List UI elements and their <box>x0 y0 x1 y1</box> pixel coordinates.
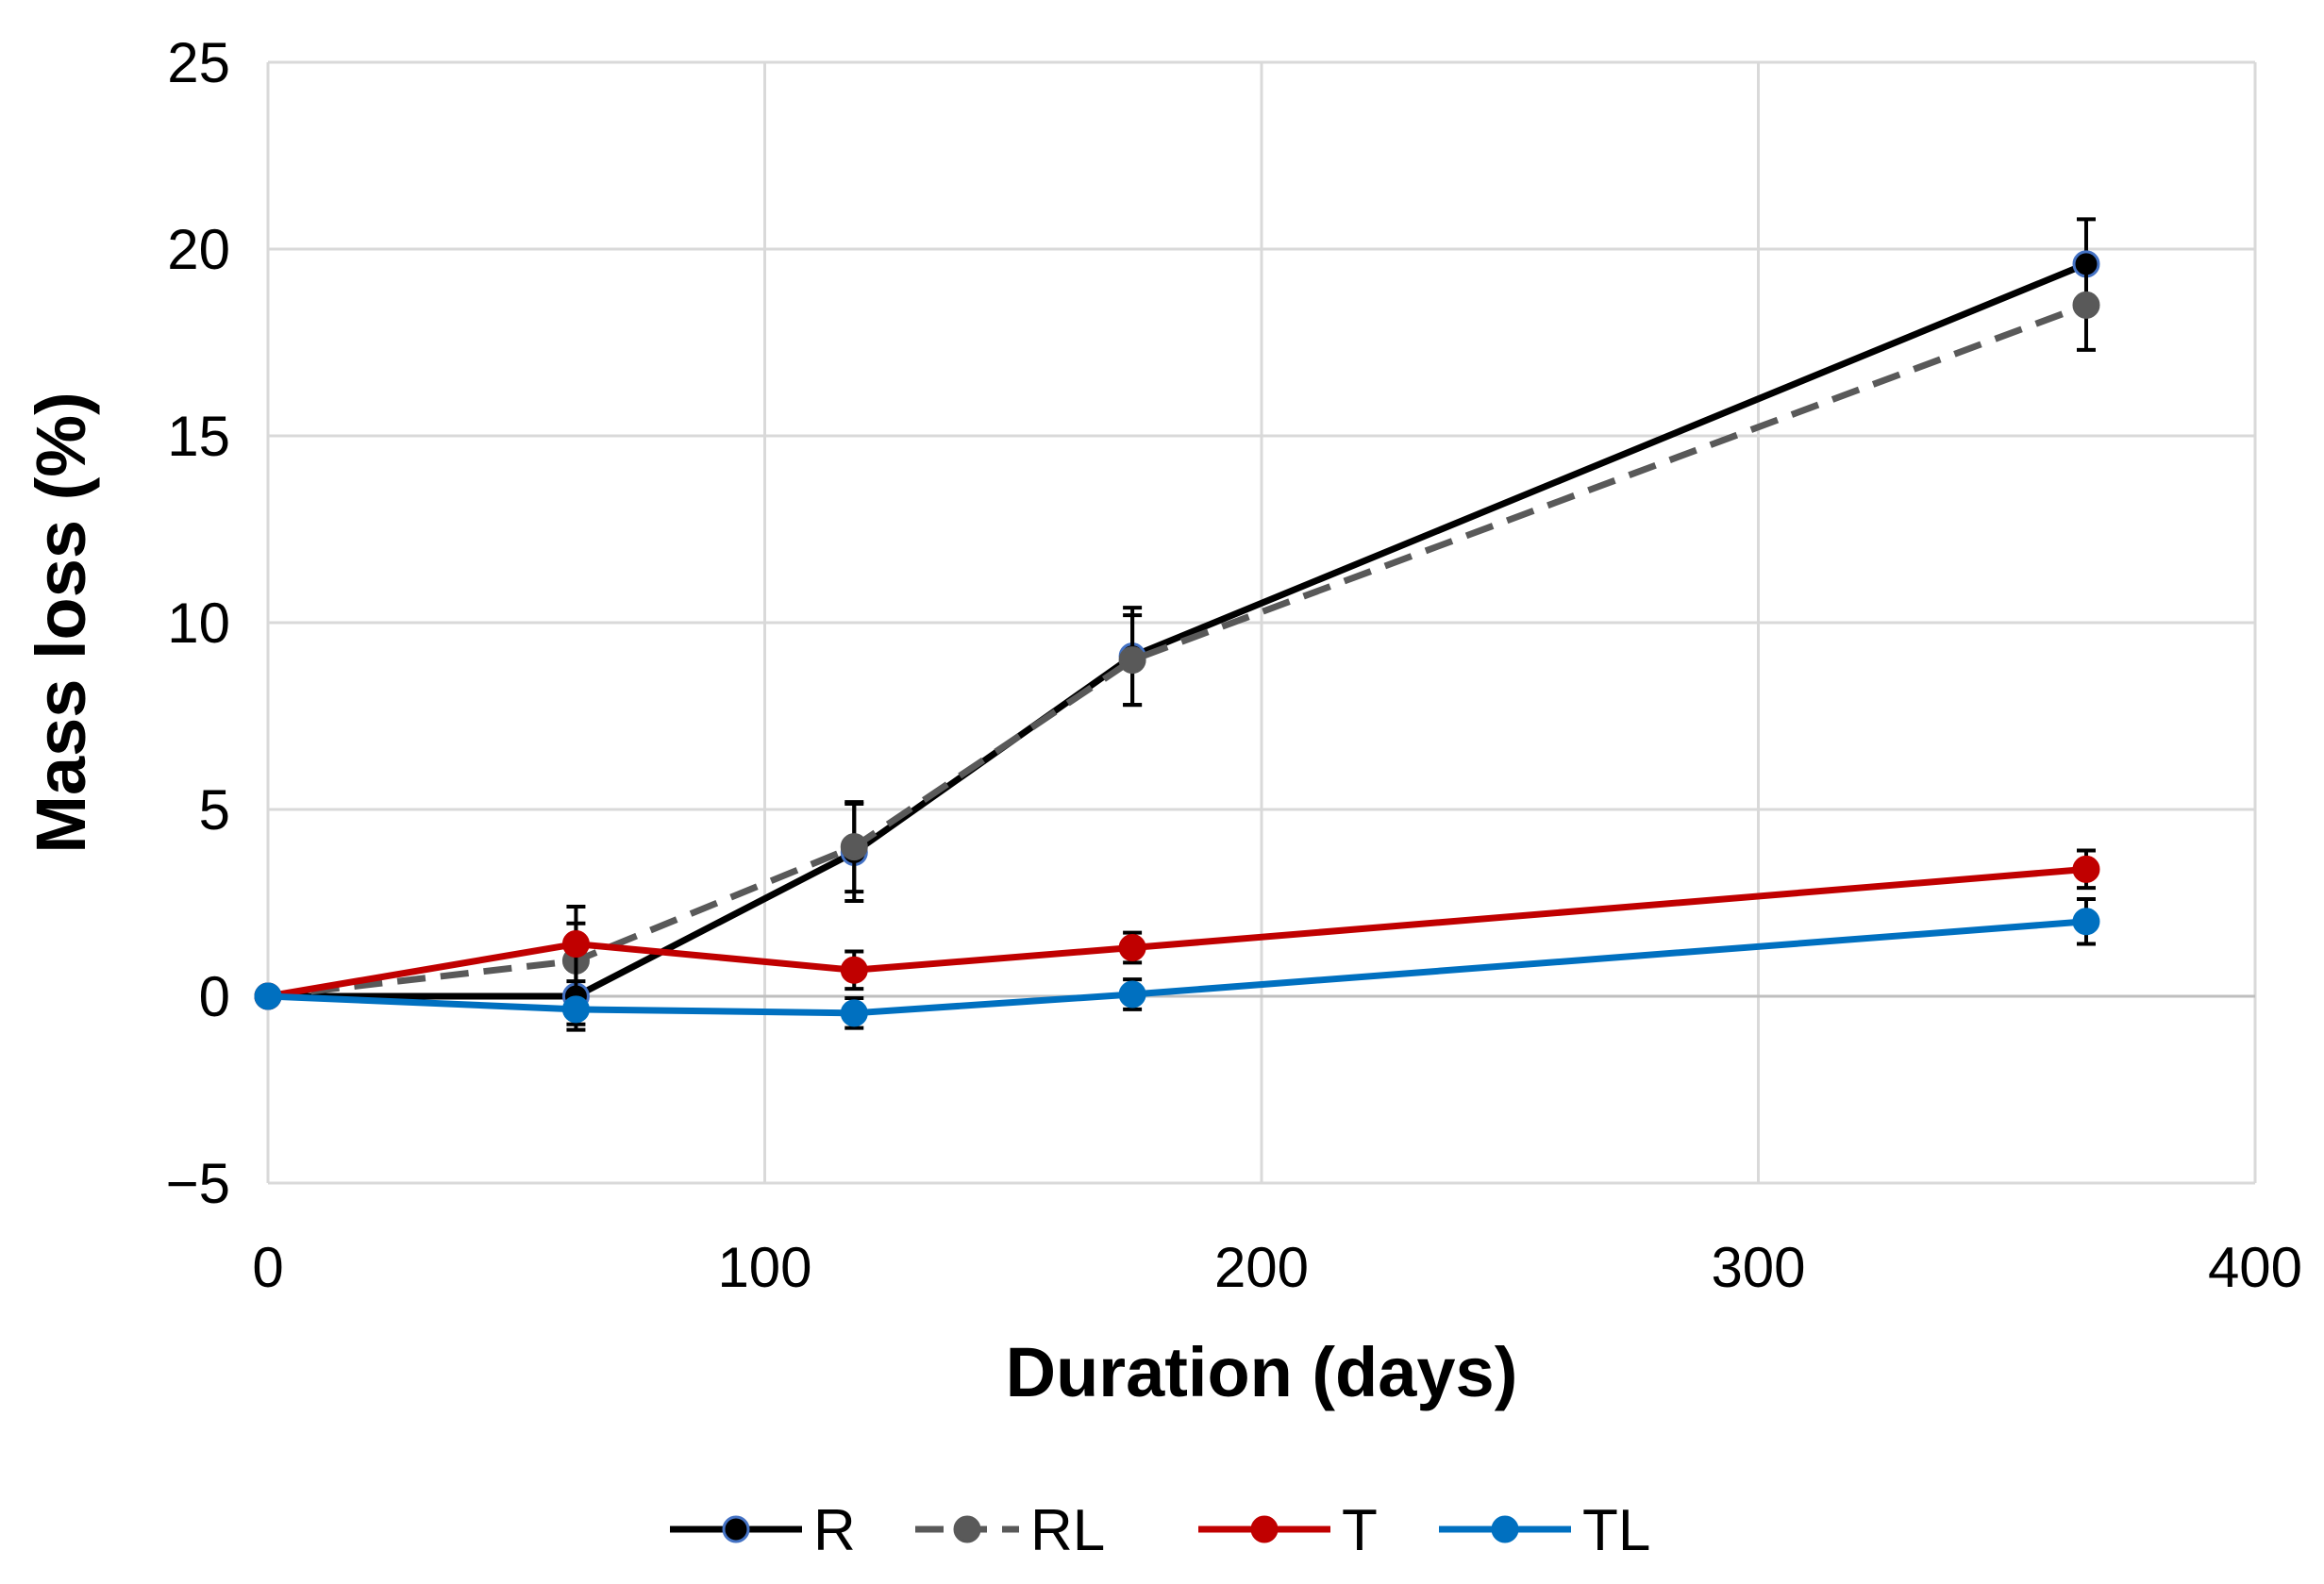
legend: R RL T TL <box>670 1498 1650 1563</box>
axes: 0 100 200 300 400 −5 0 5 10 15 20 25 <box>166 31 2302 1299</box>
y-tick-label: 15 <box>167 405 230 468</box>
y-tick-label: 25 <box>167 31 230 94</box>
x-tick-label: 300 <box>1711 1236 1805 1299</box>
y-tick-label: 0 <box>199 965 230 1028</box>
data-point <box>840 833 868 861</box>
data-point <box>1118 646 1146 675</box>
series-line <box>267 865 2087 1000</box>
data-point <box>254 982 282 1010</box>
data-point <box>1118 934 1146 962</box>
legend-item-T: T <box>1198 1498 1378 1563</box>
series-T <box>254 848 2100 1010</box>
data-point <box>2072 855 2100 883</box>
x-tick-label: 200 <box>1214 1236 1309 1299</box>
x-tick-label: 100 <box>717 1236 811 1299</box>
legend-marker <box>1250 1515 1279 1543</box>
legend-label: RL <box>1030 1498 1105 1563</box>
data-point <box>840 999 868 1027</box>
y-tick-label: −5 <box>166 1152 230 1215</box>
legend-marker <box>1491 1515 1519 1543</box>
legend-item-R: R <box>670 1498 856 1563</box>
legend-label: TL <box>1582 1498 1650 1563</box>
series-TL <box>254 897 2100 1030</box>
data-point <box>2072 908 2100 936</box>
legend-item-TL: TL <box>1439 1498 1650 1563</box>
data-point <box>561 930 590 959</box>
y-tick-label: 10 <box>167 592 230 655</box>
data-point <box>2072 291 2100 319</box>
x-tick-label: 0 <box>252 1236 283 1299</box>
x-axis-title: Duration (days) <box>1006 1333 1518 1411</box>
series-line <box>268 260 2088 1000</box>
series-group <box>254 217 2100 1032</box>
legend-item-RL: RL <box>915 1498 1105 1563</box>
y-tick-label: 5 <box>199 778 230 842</box>
data-point <box>1118 980 1146 1009</box>
data-point <box>840 956 868 984</box>
y-axis-title: Mass loss (%) <box>22 392 100 853</box>
x-tick-label: 400 <box>2208 1236 2302 1299</box>
legend-label: T <box>1342 1498 1378 1563</box>
legend-marker <box>722 1515 750 1543</box>
series-R <box>254 217 2100 1032</box>
legend-marker <box>953 1515 981 1543</box>
legend-label: R <box>813 1498 856 1563</box>
y-tick-label: 20 <box>167 218 230 281</box>
data-point <box>561 995 590 1024</box>
